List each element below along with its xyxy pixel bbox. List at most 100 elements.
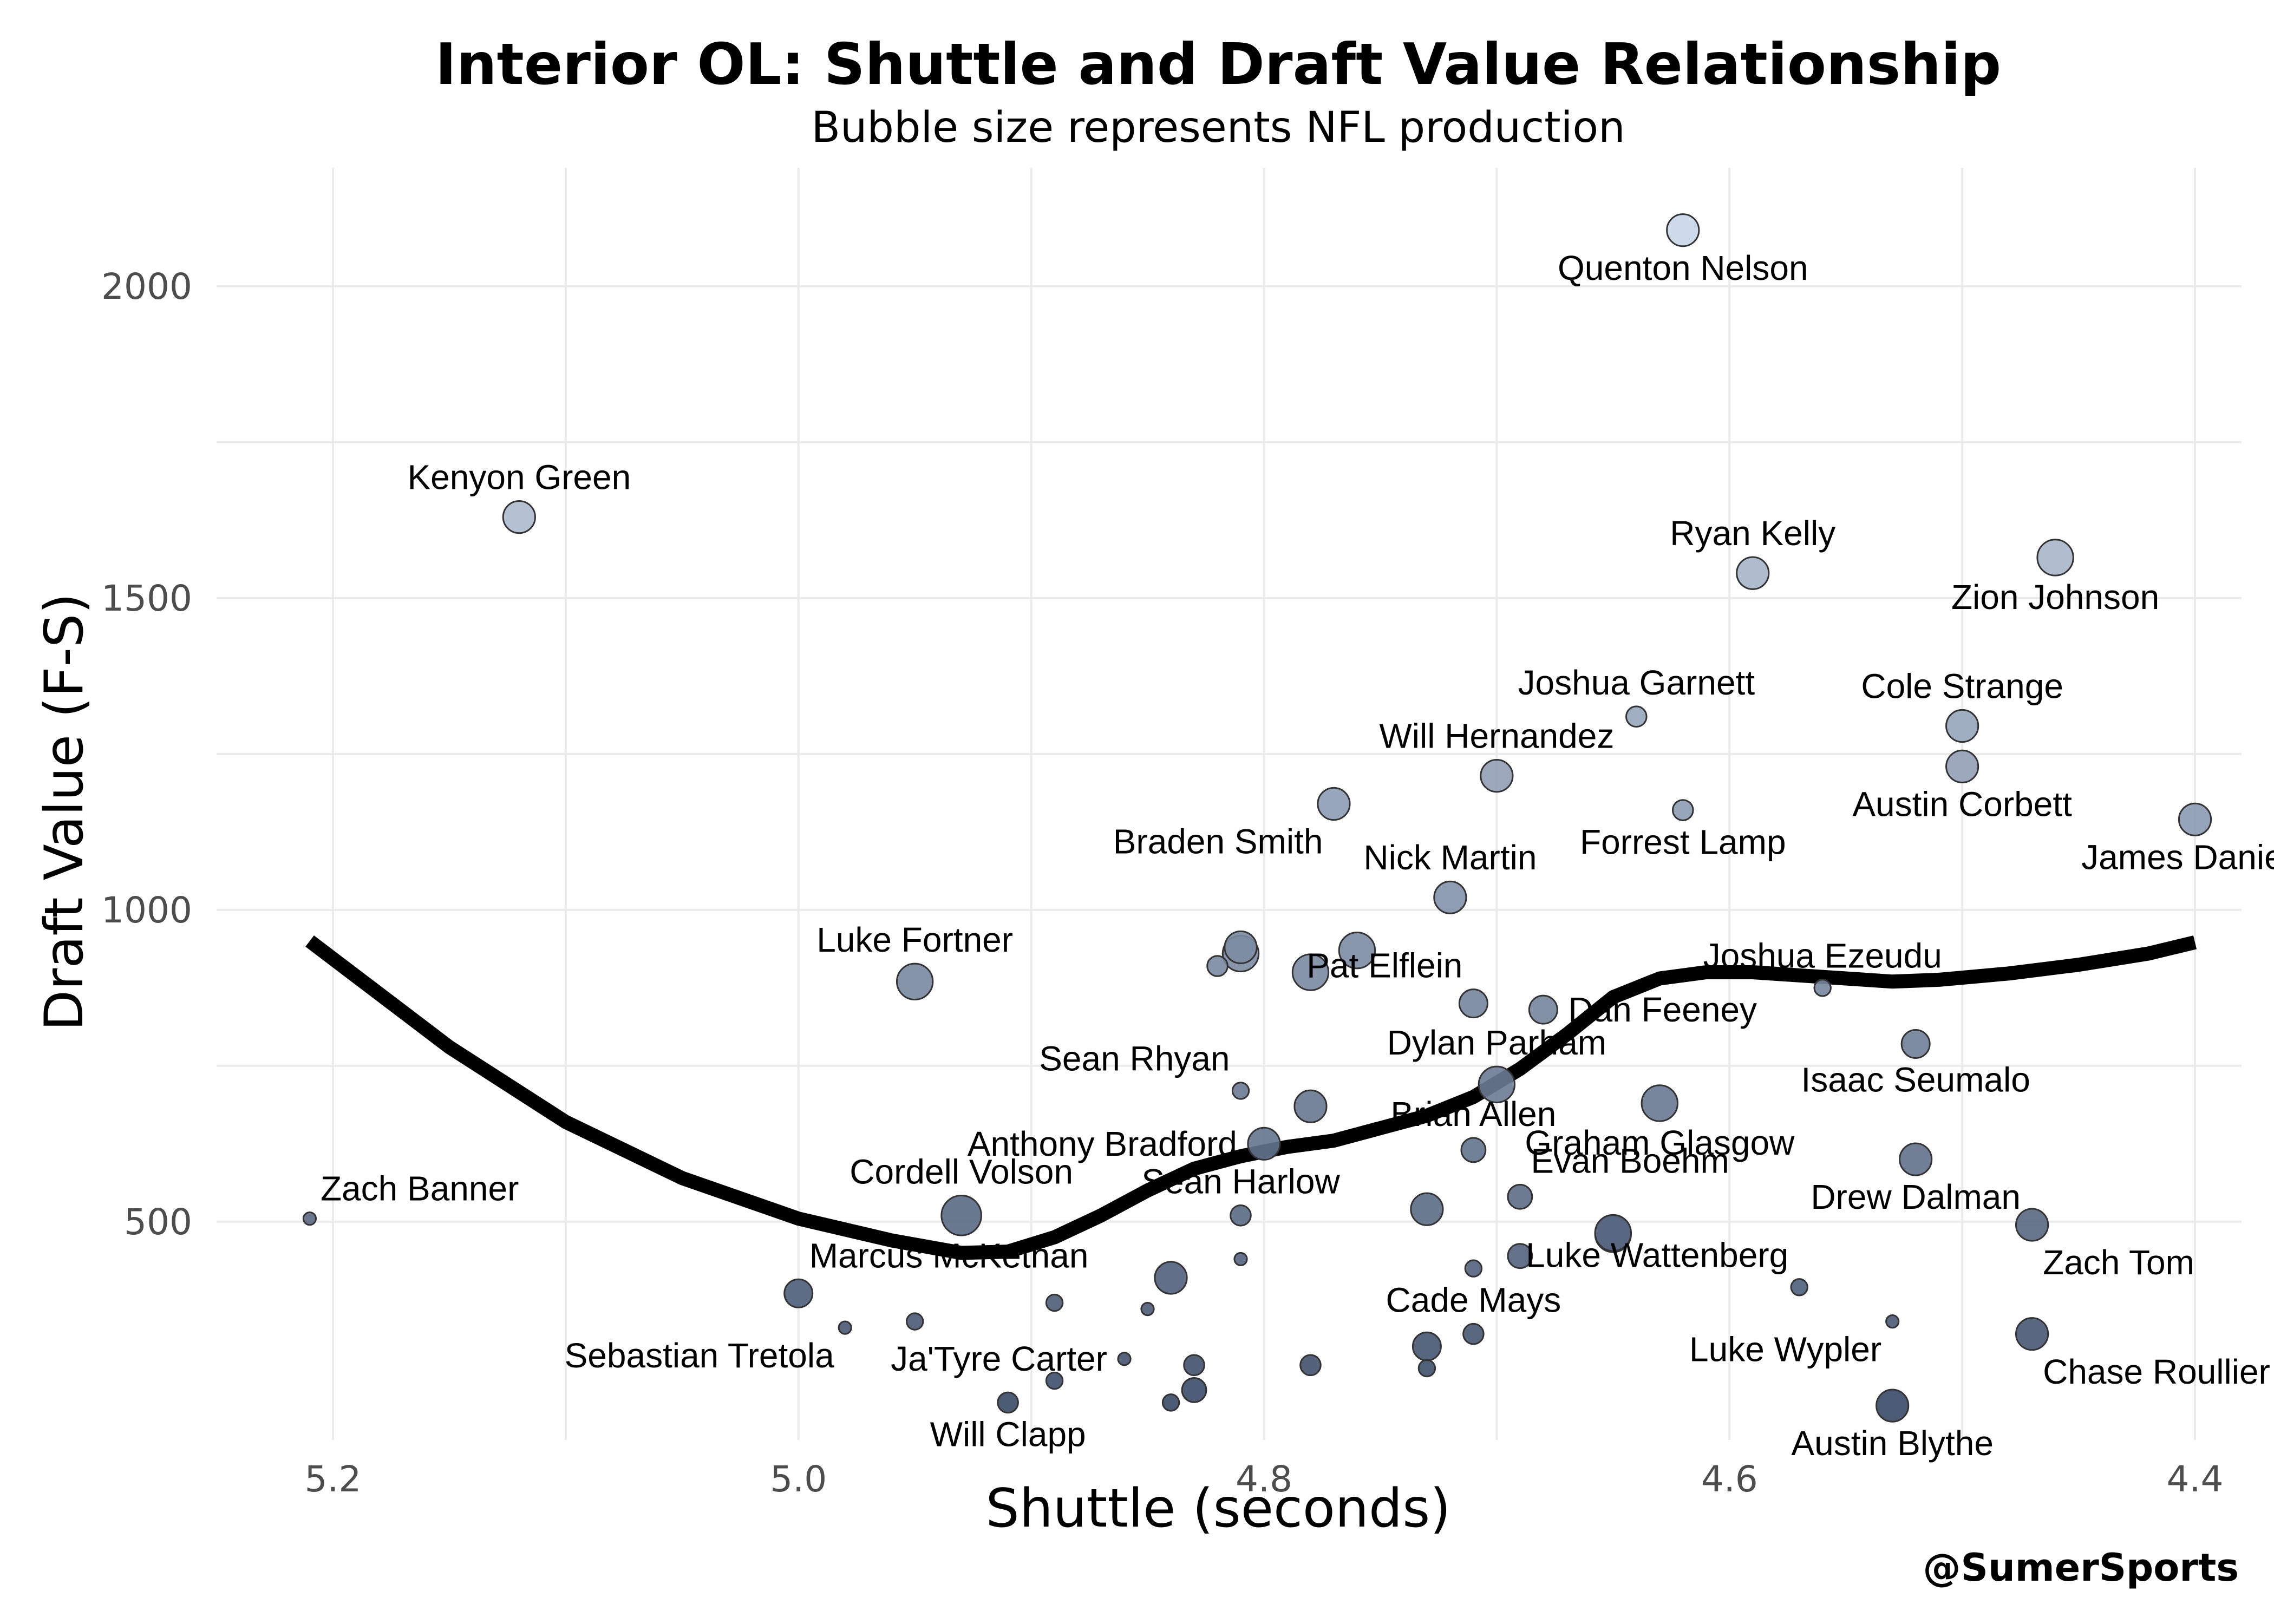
point-label: Joshua Garnett xyxy=(1518,663,1755,702)
x-tick-label: 4.4 xyxy=(2167,1458,2224,1500)
point-label: Joshua Ezeudu xyxy=(1703,937,1942,975)
point-label: Evan Boehm xyxy=(1531,1141,1729,1180)
data-point xyxy=(502,500,536,534)
x-tick-label: 4.6 xyxy=(1701,1458,1758,1500)
data-point xyxy=(1736,556,1770,590)
data-point xyxy=(838,1320,852,1335)
trend-line-layer xyxy=(305,935,2197,1260)
data-point xyxy=(1338,932,1376,970)
data-points xyxy=(302,213,2212,1423)
point-label: Pat Elflein xyxy=(1306,946,1462,985)
point-label: Zach Banner xyxy=(321,1169,519,1208)
point-label: Ryan Kelly xyxy=(1670,514,1835,553)
data-point xyxy=(1462,1322,1485,1345)
point-label: Dylan Parham xyxy=(1387,1023,1607,1062)
data-point xyxy=(940,1194,982,1236)
data-point xyxy=(1299,1354,1322,1377)
data-point xyxy=(1183,1354,1205,1377)
point-label: Will Hernandez xyxy=(1379,717,1614,756)
trend-line xyxy=(305,935,2197,1260)
data-point xyxy=(1671,799,1694,821)
data-point xyxy=(1945,749,1979,783)
point-label: Kenyon Green xyxy=(407,457,631,496)
point-label: Sebastian Tretola xyxy=(565,1336,835,1375)
data-point xyxy=(1625,705,1648,728)
point-label: Isaac Seumalo xyxy=(1801,1060,2030,1099)
data-point xyxy=(1641,1084,1678,1122)
point-label: Anthony Bradford xyxy=(968,1124,1237,1163)
y-axis-title: Draft Value (F-S) xyxy=(34,593,95,1031)
data-point xyxy=(1206,955,1229,977)
data-point xyxy=(896,962,934,1001)
data-point xyxy=(1594,1214,1632,1252)
data-point xyxy=(1433,880,1467,914)
data-point xyxy=(1293,1089,1328,1123)
point-label: Cordell Volson xyxy=(850,1152,1073,1191)
point-label: Drew Dalman xyxy=(1811,1177,2021,1216)
data-point xyxy=(1460,1137,1487,1163)
data-point xyxy=(783,1278,814,1308)
point-label: Sean Rhyan xyxy=(1039,1039,1230,1078)
point-label: Will Clapp xyxy=(930,1415,1086,1454)
point-label: James Daniels xyxy=(2081,837,2274,876)
x-tick-label: 5.2 xyxy=(304,1458,361,1500)
data-point xyxy=(1412,1331,1442,1361)
point-label: Graham Glasgow xyxy=(1525,1123,1795,1162)
point-label: Chase Roullier xyxy=(2043,1352,2270,1391)
data-point xyxy=(2015,1208,2049,1242)
data-point xyxy=(1478,1065,1516,1104)
data-point xyxy=(1507,1243,1533,1269)
data-point xyxy=(302,1211,317,1226)
point-label: Brian Allen xyxy=(1390,1095,1556,1134)
point-label: Austin Blythe xyxy=(1791,1424,1994,1463)
data-point xyxy=(1507,1183,1533,1210)
data-point xyxy=(1140,1301,1155,1317)
data-point xyxy=(1317,787,1351,821)
data-point xyxy=(1945,709,1979,743)
data-point xyxy=(1045,1293,1064,1312)
point-label: Austin Corbett xyxy=(1852,784,2072,823)
point-labels: Quenton Nelson Kenyon Green Ryan Kelly Zion… xyxy=(321,248,2274,1463)
data-point xyxy=(1876,1389,1910,1423)
data-point xyxy=(1161,1393,1180,1412)
data-point xyxy=(1117,1352,1132,1366)
gridlines xyxy=(217,168,2242,1440)
data-point xyxy=(1813,979,1832,997)
point-label: Ja'Tyre Carter xyxy=(891,1339,1107,1378)
point-label: Braden Smith xyxy=(1113,822,1323,861)
data-point xyxy=(1224,930,1258,965)
data-point xyxy=(2015,1317,2049,1351)
point-label: Marcus McKethan xyxy=(809,1236,1089,1275)
point-label: Quenton Nelson xyxy=(1558,248,1808,287)
data-point xyxy=(1528,994,1558,1025)
data-point xyxy=(1230,1204,1252,1227)
chart-subtitle: Bubble size represents NFL production xyxy=(811,103,1625,152)
credit-label: @SumerSports xyxy=(1923,1546,2239,1590)
data-point xyxy=(1790,1278,1808,1296)
data-point xyxy=(2036,539,2074,577)
data-point xyxy=(1885,1314,1900,1329)
data-point xyxy=(1417,1359,1436,1378)
data-point xyxy=(1231,1082,1250,1100)
data-point xyxy=(1045,1371,1064,1390)
data-point xyxy=(905,1312,924,1331)
point-label: Cole Strange xyxy=(1861,666,2063,705)
y-tick-label: 1000 xyxy=(101,889,192,931)
data-point xyxy=(2178,802,2212,836)
point-label: Luke Wattenberg xyxy=(1526,1236,1788,1275)
x-axis-title: Shuttle (seconds) xyxy=(986,1478,1451,1540)
data-point xyxy=(1233,1252,1248,1267)
data-point xyxy=(1247,1127,1281,1161)
x-tick-label: 5.0 xyxy=(770,1458,827,1500)
point-label: Luke Fortner xyxy=(816,920,1013,959)
point-label: Sean Harlow xyxy=(1141,1162,1340,1201)
data-point xyxy=(1899,1142,1933,1176)
axis-ticks: 5.2 5.0 4.8 4.6 4.4 500 1000 1500 2000 xyxy=(101,266,2223,1500)
point-label: Cade Mays xyxy=(1386,1280,1561,1319)
data-point xyxy=(997,1391,1019,1414)
point-label: Dan Feeney xyxy=(1568,990,1757,1029)
x-tick-label: 4.8 xyxy=(1236,1458,1292,1500)
data-point xyxy=(1464,1259,1483,1278)
data-point xyxy=(1900,1029,1931,1059)
